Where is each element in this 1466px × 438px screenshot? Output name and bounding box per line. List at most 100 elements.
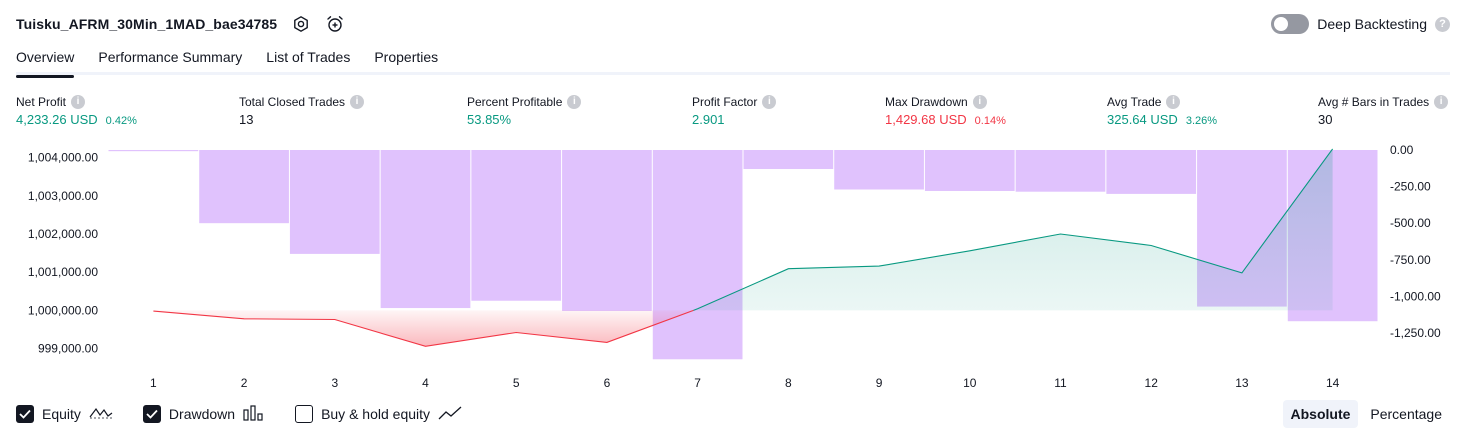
metric-label: Net Profit	[16, 94, 67, 109]
x-axis-tick-label: 4	[422, 376, 429, 390]
equity-checkbox[interactable]	[16, 405, 34, 423]
metric-value: 2.901	[692, 112, 725, 127]
legend-equity[interactable]: Equity	[16, 405, 113, 424]
metric-avg-bars-in-trades: Avg # Bars in Trades i 30	[1318, 93, 1449, 130]
drawdown-checkbox[interactable]	[142, 405, 161, 423]
info-icon[interactable]: i	[71, 94, 86, 109]
x-axis-tick-label: 7	[694, 376, 701, 390]
drawdown-bar	[834, 150, 924, 190]
metric-max-drawdown: Max Drawdown i 1,429.68 USD 0.14%	[885, 93, 1006, 130]
drawdown-bar	[1015, 150, 1106, 192]
right-axis-tick-label: -1,000.00	[1390, 289, 1441, 303]
metric-profit-factor: Profit Factor i 2.901	[692, 93, 777, 130]
metric-value: 13	[239, 112, 254, 127]
x-axis: 1 2 3 4 5 6 7 8 9 10 11 12 13 14	[150, 376, 1340, 390]
x-axis-tick-label: 9	[876, 376, 883, 390]
metric-percent-profitable: Percent Profitable i 53.85%	[467, 93, 582, 130]
metric-total-closed-trades: Total Closed Trades i 13	[239, 93, 365, 130]
tab-performance-summary[interactable]: Performance Summary	[98, 49, 243, 65]
right-axis-tick-label: -1,250.00	[1390, 326, 1441, 340]
info-icon[interactable]: i	[350, 94, 365, 109]
drawdown-bar	[743, 150, 834, 170]
x-axis-tick-label: 13	[1235, 376, 1249, 390]
equity-fill-profit	[693, 148, 1333, 311]
buy-hold-line-icon	[438, 405, 462, 424]
buy-hold-checkbox[interactable]	[295, 405, 314, 423]
left-axis-tick-label: 1,001,000.00	[28, 265, 98, 279]
x-axis-tick-label: 11	[1054, 376, 1067, 390]
percentage-button[interactable]: Percentage	[1370, 406, 1442, 422]
x-axis-tick-label: 5	[513, 376, 520, 390]
equity-line-profit	[693, 148, 1334, 311]
tab-overview[interactable]: Overview	[16, 44, 75, 78]
legend-equity-label: Equity	[42, 406, 81, 422]
x-axis-tick-label: 12	[1145, 376, 1159, 390]
chart-legend: Equity Drawdown Buy & hold equity	[16, 403, 462, 425]
x-axis-tick-label: 2	[241, 376, 248, 390]
settings-icon[interactable]	[291, 14, 311, 34]
info-icon[interactable]: i	[1434, 94, 1449, 109]
metric-percent: 0.14%	[974, 115, 1006, 127]
right-axis-tick-label: -500.00	[1390, 216, 1431, 230]
strategy-header: Tuisku_AFRM_30Min_1MAD_bae34785	[16, 12, 345, 36]
deep-backtesting: Deep Backtesting ?	[1271, 12, 1450, 36]
x-axis-tick-label: 10	[963, 376, 977, 390]
left-axis-tick-label: 1,003,000.00	[28, 189, 98, 203]
metric-value: 53.85%	[467, 112, 512, 127]
drawdown-bars	[108, 150, 1378, 360]
legend-buy-hold[interactable]: Buy & hold equity	[295, 405, 462, 424]
x-axis-tick-label: 14	[1326, 376, 1340, 390]
absolute-button[interactable]: Absolute	[1282, 400, 1359, 428]
deep-backtesting-label: Deep Backtesting	[1317, 16, 1427, 32]
drawdown-bar	[1106, 150, 1197, 194]
alarm-add-icon[interactable]	[325, 14, 345, 34]
left-axis-tick-label: 1,002,000.00	[28, 227, 98, 241]
drawdown-bar	[199, 150, 289, 224]
metric-label: Avg Trade	[1107, 94, 1162, 109]
right-axis-tick-label: 0.00	[1390, 143, 1414, 157]
x-axis-tick-label: 3	[331, 376, 338, 390]
metrics-row: Net Profit i 4,233.26 USD 0.42% Total Clos…	[16, 93, 1450, 133]
legend-drawdown-label: Drawdown	[168, 406, 236, 422]
drawdown-bar	[108, 150, 199, 152]
drawdown-bar	[652, 150, 743, 360]
metric-value: 4,233.26 USD	[16, 112, 98, 127]
deep-backtesting-toggle[interactable]	[1271, 14, 1310, 34]
equity-fill-loss	[153, 310, 694, 347]
metric-label: Avg # Bars in Trades	[1318, 94, 1430, 109]
equity-line-icon	[89, 405, 113, 424]
drawdown-bar	[289, 150, 380, 254]
metric-label: Total Closed Trades	[239, 94, 346, 109]
legend-drawdown[interactable]: Drawdown	[142, 404, 265, 424]
right-axis-tick-label: -750.00	[1390, 253, 1431, 267]
tab-properties[interactable]: Properties	[374, 49, 439, 65]
equity-drawdown-chart[interactable]: 999,000.00 1,000,000.00 1,001,000.00 1,002,…	[0, 140, 1466, 395]
right-axis: 0.00 -250.00 -500.00 -750.00 -1,000.00 -1,250…	[1390, 143, 1441, 340]
drawdown-bars-icon	[243, 404, 265, 424]
drawdown-bar	[380, 150, 471, 309]
x-axis-tick-label: 8	[785, 376, 792, 390]
metric-label: Max Drawdown	[885, 94, 968, 109]
metric-label: Percent Profitable	[467, 94, 563, 109]
info-icon[interactable]: i	[972, 94, 987, 109]
metric-net-profit: Net Profit i 4,233.26 USD 0.42%	[16, 93, 137, 130]
help-icon[interactable]: ?	[1435, 16, 1450, 32]
info-icon[interactable]: i	[1166, 94, 1181, 109]
right-axis-tick-label: -250.00	[1390, 180, 1431, 194]
drawdown-bar	[562, 150, 652, 311]
legend-buy-hold-label: Buy & hold equity	[321, 406, 431, 422]
metric-avg-trade: Avg Trade i 325.64 USD 3.26%	[1107, 93, 1217, 130]
info-icon[interactable]: i	[762, 94, 777, 109]
drawdown-bar	[924, 150, 1015, 191]
left-axis-tick-label: 1,000,000.00	[28, 303, 98, 317]
toggle-knob	[1274, 17, 1289, 31]
tab-list-of-trades[interactable]: List of Trades	[266, 49, 351, 65]
left-axis-tick-label: 999,000.00	[38, 342, 98, 356]
scale-mode-toggle: Absolute Percentage	[1282, 400, 1451, 428]
info-icon[interactable]: i	[567, 94, 582, 109]
metric-percent: 3.26%	[1185, 115, 1218, 127]
metric-value: 30	[1318, 112, 1333, 127]
metric-label: Profit Factor	[692, 94, 758, 109]
strategy-title: Tuisku_AFRM_30Min_1MAD_bae34785	[16, 16, 278, 32]
metric-value: 1,429.68 USD	[885, 112, 967, 127]
